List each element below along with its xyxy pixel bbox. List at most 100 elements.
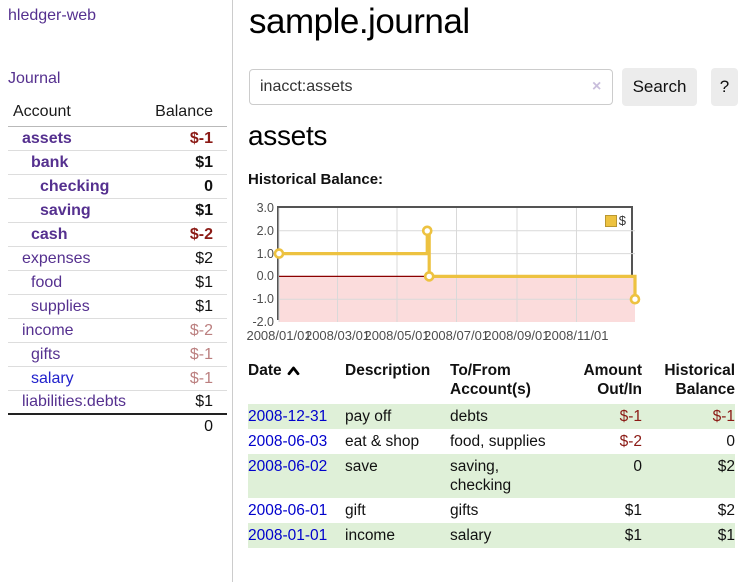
account-balance: $1 <box>195 393 213 410</box>
account-balance: $1 <box>195 201 213 219</box>
transaction-balance: $2 <box>717 458 735 475</box>
account-link-cash[interactable]: cash <box>31 225 68 243</box>
transaction-description: income <box>345 527 395 544</box>
account-row: cash $-2 <box>8 223 227 247</box>
accounts-total-row: 0 <box>8 415 227 439</box>
transaction-date-link[interactable]: 2008-01-01 <box>248 527 328 544</box>
register-col-accounts: To/From Account(s) <box>450 362 531 398</box>
legend-swatch <box>604 214 617 227</box>
transaction-amount: $1 <box>624 502 642 519</box>
transaction-row: 2008-12-31 pay off debts $-1 $-1 <box>248 404 735 429</box>
sort-ascending-icon <box>287 366 300 376</box>
account-link-liabilities-debts[interactable]: liabilities:debts <box>22 393 127 410</box>
register-col-date-label: Date <box>248 362 282 379</box>
transaction-description: gift <box>345 502 366 519</box>
account-row: saving $1 <box>8 199 227 223</box>
transaction-row: 2008-06-03 eat & shop food, supplies $-2… <box>248 429 735 454</box>
transaction-accounts: debts <box>450 408 488 425</box>
account-row: assets $-1 <box>8 127 227 151</box>
legend-label: $ <box>618 213 626 228</box>
transaction-amount: $-1 <box>619 408 642 425</box>
accounts-col-account: Account <box>13 103 71 120</box>
account-link-saving[interactable]: saving <box>40 201 91 219</box>
account-row: gifts $-1 <box>8 343 227 367</box>
transaction-amount: $1 <box>624 527 642 544</box>
register-col-description: Description <box>345 362 431 379</box>
account-row: liabilities:debts $1 <box>8 391 227 415</box>
chart-y-tick: 2.0 <box>256 223 274 238</box>
transaction-balance: $-1 <box>712 408 735 425</box>
chart-x-tick: 2008/03/01 <box>304 328 371 343</box>
page-title: sample.journal <box>249 2 470 41</box>
transaction-date-link[interactable]: 2008-12-31 <box>248 408 328 425</box>
transaction-row: 2008-01-01 income salary $1 $1 <box>248 523 735 548</box>
account-heading: assets <box>248 120 328 151</box>
account-balance: $1 <box>195 297 213 315</box>
historical-balance-chart: $ 3.0 2.0 1.0 0.0 -1.0 -2.0 2008/01/01 2008/03/… <box>246 201 726 343</box>
chart-x-tick: 2008/09/01 <box>484 328 550 343</box>
chart-y-tick: -1.0 <box>252 292 274 307</box>
account-link-salary[interactable]: salary <box>31 369 74 387</box>
chart-legend: $ <box>602 212 628 229</box>
sidebar: hledger-web Journal Account Balance asse… <box>0 0 233 582</box>
sidebar-item-journal[interactable]: Journal <box>8 70 61 87</box>
transaction-description: eat & shop <box>345 433 420 450</box>
account-link-food[interactable]: food <box>31 273 63 291</box>
chart-y-tick: -2.0 <box>252 315 274 329</box>
account-link-supplies[interactable]: supplies <box>31 297 90 315</box>
help-button[interactable]: ? <box>711 68 738 106</box>
transaction-amount: $-2 <box>619 433 642 450</box>
search-input[interactable] <box>249 69 613 105</box>
transaction-balance: $1 <box>717 527 735 544</box>
account-link-checking[interactable]: checking <box>40 177 110 195</box>
account-balance: $1 <box>195 273 213 291</box>
account-link-bank[interactable]: bank <box>31 153 69 171</box>
app-title-link[interactable]: hledger-web <box>8 7 97 24</box>
account-row: income $-2 <box>8 319 227 343</box>
account-balance: 0 <box>204 177 213 195</box>
account-row: supplies $1 <box>8 295 227 319</box>
transaction-row: 2008-06-02 save saving, checking 0 $2 <box>248 454 735 498</box>
transaction-date-link[interactable]: 2008-06-02 <box>248 458 328 475</box>
chart-canvas <box>273 208 641 322</box>
account-link-income[interactable]: income <box>22 321 74 339</box>
register-col-date[interactable]: Date <box>248 361 345 399</box>
register-col-balance: Historical Balance <box>664 362 735 398</box>
register-header: Date Description To/From Account(s) Amou… <box>248 361 735 404</box>
transaction-accounts: food, supplies <box>450 433 546 450</box>
register-table: Date Description To/From Account(s) Amou… <box>248 361 735 548</box>
account-balance: $-1 <box>189 129 213 147</box>
transaction-amount: 0 <box>633 458 642 475</box>
account-row: salary $-1 <box>8 367 227 391</box>
transaction-accounts: gifts <box>450 502 479 519</box>
chart-y-tick: 3.0 <box>256 201 274 215</box>
search-button[interactable]: Search <box>622 68 697 106</box>
transaction-accounts: saving, checking <box>450 458 512 494</box>
chart-title: Historical Balance: <box>248 171 384 188</box>
account-balance: $-1 <box>189 345 213 363</box>
account-row: checking 0 <box>8 175 227 199</box>
transaction-accounts: salary <box>450 527 492 544</box>
accounts-total-value: 0 <box>204 418 213 435</box>
transaction-balance: $2 <box>717 502 735 519</box>
account-link-gifts[interactable]: gifts <box>31 345 61 363</box>
transaction-date-link[interactable]: 2008-06-03 <box>248 433 328 450</box>
account-balance: $2 <box>195 249 213 267</box>
chart-plot-area: $ <box>273 206 641 322</box>
account-link-assets[interactable]: assets <box>22 129 72 147</box>
account-balance: $-1 <box>189 369 213 387</box>
chart-y-tick: 0.0 <box>256 269 274 284</box>
register-col-amount: Amount Out/In <box>583 362 642 398</box>
accounts-col-balance: Balance <box>155 103 213 120</box>
transaction-date-link[interactable]: 2008-06-01 <box>248 502 328 519</box>
transaction-description: save <box>345 458 378 475</box>
accounts-table: Account Balance assets $-1 bank $1 check… <box>8 100 227 439</box>
account-row: food $1 <box>8 271 227 295</box>
transaction-description: pay off <box>345 408 392 425</box>
accounts-table-header: Account Balance <box>8 100 227 127</box>
account-row: bank $1 <box>8 151 227 175</box>
account-balance: $-2 <box>189 321 213 339</box>
clear-search-icon[interactable]: × <box>592 78 602 95</box>
chart-x-tick: 2008/07/01 <box>423 328 490 343</box>
account-link-expenses[interactable]: expenses <box>22 249 91 267</box>
